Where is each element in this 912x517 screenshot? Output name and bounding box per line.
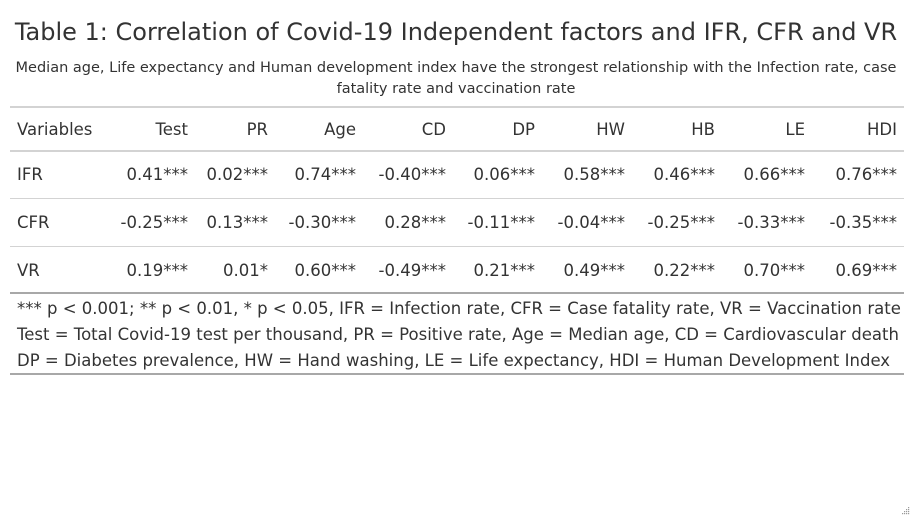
notes-bottom-rule [10, 373, 904, 375]
table-cell: 0.06*** [473, 165, 536, 184]
column-header-hw: HW [596, 120, 625, 139]
column-header-hb: HB [691, 120, 715, 139]
table-cell: 0.70*** [743, 261, 806, 280]
column-header-hdi: HDI [867, 120, 897, 139]
row-divider [10, 198, 904, 199]
table-cell: 0.49*** [563, 261, 626, 280]
column-header-variables: Variables [17, 120, 93, 139]
top-rule [10, 106, 904, 108]
table-row: IFR 0.41*** 0.02*** 0.74*** -0.40*** 0.06*** 0… [0, 151, 912, 199]
table-title: Table 1: Correlation of Covid-19 Indepen… [14, 18, 898, 46]
table-cell: 0.69*** [835, 261, 898, 280]
table-cell: 0.66*** [743, 165, 806, 184]
table-cell: -0.30*** [288, 213, 356, 232]
table-cell: -0.25*** [120, 213, 188, 232]
body-bottom-rule [10, 292, 904, 294]
table-row: VR 0.19*** 0.01* 0.60*** -0.49*** 0.21*** 0.49… [0, 247, 912, 295]
row-label: IFR [17, 165, 43, 184]
table-cell: 0.74*** [294, 165, 357, 184]
resize-grip-icon[interactable] [900, 505, 910, 515]
column-header-le: LE [785, 120, 805, 139]
table-cell: -0.33*** [737, 213, 805, 232]
table-cell: -0.11*** [467, 213, 535, 232]
table-cell: -0.35*** [829, 213, 897, 232]
table-cell: 0.41*** [126, 165, 189, 184]
table-cell: -0.49*** [378, 261, 446, 280]
table-cell: 0.60*** [294, 261, 357, 280]
table-notes: *** p < 0.001; ** p < 0.01, * p < 0.05, … [17, 296, 902, 374]
table-cell: -0.40*** [378, 165, 446, 184]
table-row: CFR -0.25*** 0.13*** -0.30*** 0.28*** -0.11**… [0, 199, 912, 247]
note-line: Test = Total Covid-19 test per thousand,… [17, 325, 899, 344]
table-cell: 0.46*** [653, 165, 716, 184]
column-header-dp: DP [512, 120, 535, 139]
column-header-pr: PR [246, 120, 268, 139]
table-cell: 0.21*** [473, 261, 536, 280]
table-cell: 0.58*** [563, 165, 626, 184]
table-cell: 0.02*** [206, 165, 269, 184]
table-cell: 0.19*** [126, 261, 189, 280]
table-subtitle: Median age, Life expectancy and Human de… [15, 60, 897, 97]
table-cell: 0.13*** [206, 213, 269, 232]
table-cell: -0.04*** [557, 213, 625, 232]
column-header-age: Age [324, 120, 356, 139]
column-header-test: Test [155, 120, 189, 139]
table-cell: -0.25*** [647, 213, 715, 232]
note-line: *** p < 0.001; ** p < 0.01, * p < 0.05, … [17, 299, 901, 318]
note-line: DP = Diabetes prevalence, HW = Hand wash… [17, 351, 891, 370]
table-cell: 0.22*** [653, 261, 716, 280]
column-header-cd: CD [421, 120, 446, 139]
header-row: Variables Test PR Age CD DP HW HB LE HDI [0, 106, 912, 154]
row-label: VR [17, 261, 40, 280]
header-rule [10, 150, 904, 152]
table-cell: 0.28*** [384, 213, 447, 232]
table-cell: 0.76*** [835, 165, 898, 184]
table-cell: 0.01* [223, 261, 268, 280]
row-divider [10, 246, 904, 247]
row-label: CFR [17, 213, 50, 232]
